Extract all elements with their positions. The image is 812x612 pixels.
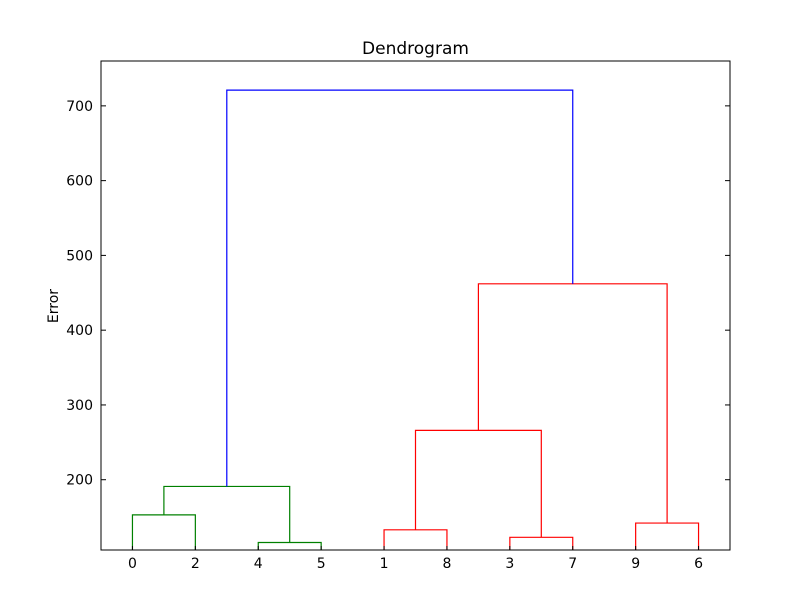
x-tick-label: 6 xyxy=(694,556,703,572)
x-axis: 0 2 4 5 1 8 3 7 9 6 xyxy=(128,546,703,572)
plot-frame xyxy=(100,60,731,551)
dendrogram-link-0 xyxy=(131,514,196,550)
y-tick-label: 200 xyxy=(66,473,93,489)
y-tick-label: 300 xyxy=(66,398,93,414)
chart-title: Dendrogram xyxy=(362,39,469,59)
y-tick-label: 600 xyxy=(66,174,93,190)
x-tick-label: 8 xyxy=(442,556,451,572)
x-tick-label: 2 xyxy=(191,556,200,572)
x-tick-label: 7 xyxy=(568,556,577,572)
y-axis-label: Error xyxy=(46,289,62,323)
dendrogram-link-3 xyxy=(383,529,448,550)
dendrogram-link-2 xyxy=(163,485,291,543)
dendrogram-link-5 xyxy=(414,429,542,538)
dendrogram-links xyxy=(131,89,700,550)
y-tick-label: 400 xyxy=(66,323,93,339)
x-tick-label: 5 xyxy=(317,556,326,572)
y-tick-label: 700 xyxy=(66,99,93,115)
x-tick-label: 4 xyxy=(254,556,263,572)
y-axis: 200 300 400 500 600 700 xyxy=(66,99,730,489)
dendrogram-link-7 xyxy=(477,283,668,524)
x-tick-label: 9 xyxy=(631,556,640,572)
y-tick-label: 500 xyxy=(66,248,93,264)
x-tick-label: 0 xyxy=(128,556,137,572)
dendrogram-link-8 xyxy=(226,89,574,487)
dendrogram-link-1 xyxy=(257,541,322,550)
dendrogram-link-4 xyxy=(509,536,574,550)
x-tick-label: 3 xyxy=(505,556,514,572)
x-tick-label: 1 xyxy=(380,556,389,572)
dendrogram-link-6 xyxy=(635,522,700,550)
